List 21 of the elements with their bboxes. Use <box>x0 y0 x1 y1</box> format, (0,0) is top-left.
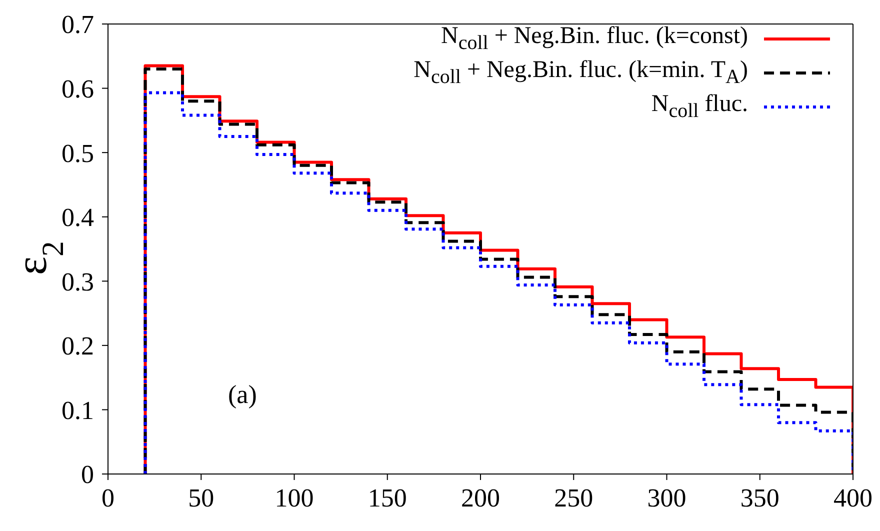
y-tick-label: 0.5 <box>62 138 94 168</box>
x-tick-label: 350 <box>740 483 780 512</box>
x-tick-label: 100 <box>274 483 314 512</box>
x-tick-label: 250 <box>554 483 594 512</box>
y-tick-label: 0.4 <box>62 203 94 232</box>
y-tick-label: 0.3 <box>62 267 94 296</box>
x-tick-label: 200 <box>461 483 500 512</box>
y-tick-label: 0.6 <box>62 74 94 104</box>
x-tick-label: 150 <box>368 483 407 512</box>
y-tick-label: 0.2 <box>62 332 94 361</box>
legend-label: N$_{coll}$ + Neg.Bin. fluc. (k=const) <box>440 23 748 55</box>
y-tick-label: 0.1 <box>62 396 94 425</box>
x-tick-label: 300 <box>647 483 686 512</box>
legend-label: N$_{coll}$ fluc. <box>651 91 748 123</box>
x-tick-label: 50 <box>188 483 214 512</box>
y-tick-label: 0 <box>81 460 94 490</box>
y-tick-label: 0.7 <box>62 10 94 40</box>
legend-label: N$_{coll}$ + Neg.Bin. fluc. (k=min. T$_{A}$) <box>414 57 748 89</box>
x-tick-label: 400 <box>834 483 872 512</box>
x-tick-label: 0 <box>102 483 114 512</box>
annotation: (a) <box>228 380 257 409</box>
